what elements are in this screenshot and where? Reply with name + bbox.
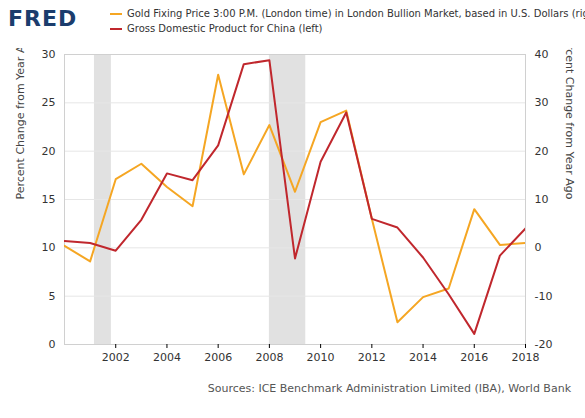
svg-text:0: 0 (49, 338, 56, 351)
svg-text:0: 0 (535, 241, 542, 254)
svg-text:2014: 2014 (409, 351, 437, 364)
svg-text:2004: 2004 (153, 351, 181, 364)
svg-text:20: 20 (42, 145, 56, 158)
svg-text:2016: 2016 (460, 351, 488, 364)
svg-text:30: 30 (535, 96, 549, 109)
svg-text:2002: 2002 (102, 351, 130, 364)
svg-text:20: 20 (535, 145, 549, 158)
html-text:Gross Domestic Product for Chi: Gross Domestic Product for China (left) (127, 23, 323, 34)
svg-text:Percent Change from Year Ago: Percent Change from Year Ago (563, 48, 576, 200)
svg-text:10: 10 (535, 193, 549, 206)
svg-text:2012: 2012 (358, 351, 386, 364)
svg-text:2018: 2018 (512, 351, 540, 364)
svg-text:15: 15 (42, 193, 56, 206)
svg-text:2010: 2010 (307, 351, 335, 364)
svg-text:2006: 2006 (204, 351, 232, 364)
svg-text:30: 30 (42, 48, 56, 61)
html-text:Sources: ICE Benchmark Adminis: Sources: ICE Benchmark Administration Li… (207, 382, 571, 395)
html-text:FRED: FRED (8, 6, 78, 31)
svg-text:-10: -10 (535, 290, 553, 303)
svg-text:-20: -20 (535, 338, 553, 351)
svg-text:2008: 2008 (255, 351, 283, 364)
svg-text:10: 10 (42, 241, 56, 254)
svg-text:40: 40 (535, 48, 549, 61)
svg-text:5: 5 (49, 290, 56, 303)
svg-text:Percent Change from Year Ago: Percent Change from Year Ago (14, 48, 27, 200)
svg-text:25: 25 (42, 96, 56, 109)
